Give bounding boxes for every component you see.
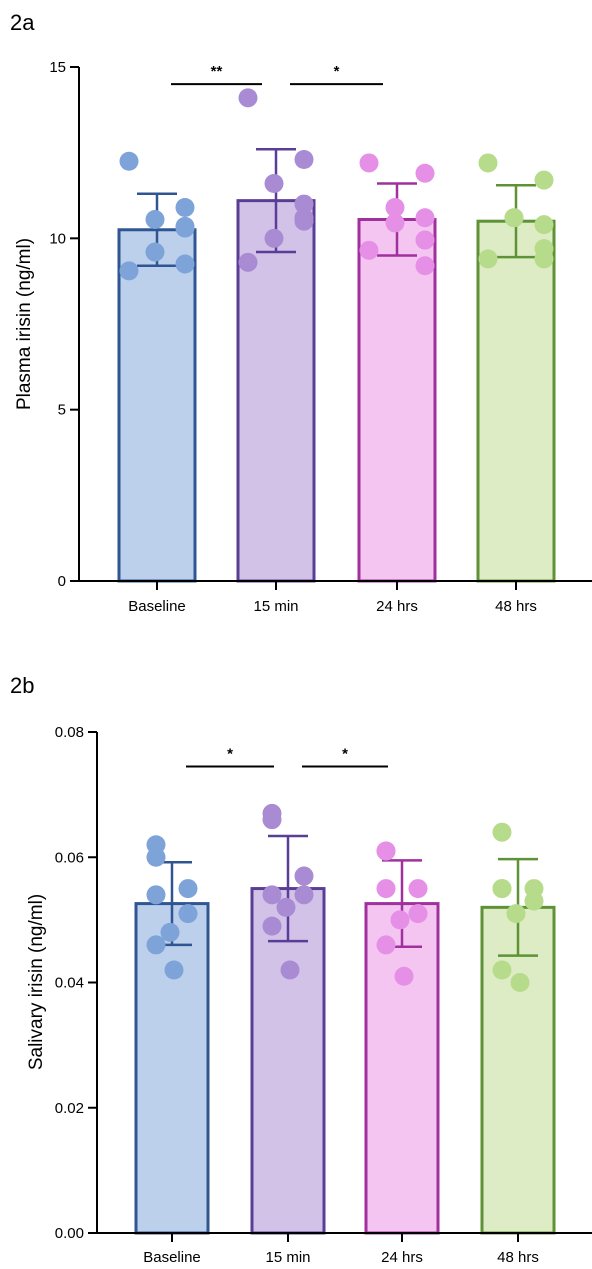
- bar: [476, 219, 556, 583]
- chart-salivary: 2b Salivary irisin (ng/ml) 0.00 0.02 0.04 0.0…: [10, 673, 592, 1266]
- data-point: [394, 966, 414, 986]
- data-point: [175, 254, 195, 274]
- x-tick-label: 48 hrs: [495, 598, 537, 615]
- data-point: [492, 822, 512, 842]
- data-point: [264, 228, 284, 248]
- x-tick-label: 24 hrs: [376, 598, 418, 615]
- data-point: [294, 866, 314, 886]
- data-point: [294, 194, 314, 214]
- data-point: [534, 215, 554, 235]
- x-tick-label: 24 hrs: [381, 1249, 423, 1266]
- data-point: [534, 249, 554, 269]
- data-point: [178, 879, 198, 899]
- bar: [480, 905, 556, 1235]
- significance-label: *: [227, 745, 233, 762]
- data-point: [390, 910, 410, 930]
- y-tick-label: 5: [58, 402, 66, 419]
- data-point: [175, 218, 195, 238]
- data-point: [146, 885, 166, 905]
- data-point: [408, 879, 428, 899]
- y-axis-title: Plasma irisin (ng/ml): [14, 238, 35, 410]
- significance-label: *: [342, 745, 348, 762]
- data-point: [478, 249, 498, 269]
- data-point: [506, 904, 526, 924]
- data-point: [146, 847, 166, 867]
- data-point: [492, 960, 512, 980]
- data-point: [262, 885, 282, 905]
- data-point: [385, 213, 405, 233]
- data-point: [119, 261, 139, 281]
- y-axis-title: Salivary irisin (ng/ml): [26, 894, 47, 1070]
- x-tick-label: 15 min: [265, 1249, 310, 1266]
- x-tick-label: 48 hrs: [497, 1249, 539, 1266]
- data-point: [164, 960, 184, 980]
- data-point: [145, 242, 165, 262]
- x-tick-label: Baseline: [143, 1249, 201, 1266]
- chart-plasma: 2a Plasma irisin (ng/ml) 0 5 10 15 Baseline 15 …: [10, 10, 592, 615]
- data-point: [385, 197, 405, 217]
- panel-label: 2b: [10, 673, 34, 698]
- data-point: [415, 163, 435, 183]
- y-tick-label: 0.04: [55, 975, 84, 992]
- data-point: [119, 151, 139, 171]
- y-tick-label: 0.02: [55, 1100, 84, 1117]
- y-tick-label: 15: [49, 59, 66, 76]
- x-tick-label: Baseline: [128, 598, 186, 615]
- data-point: [524, 891, 544, 911]
- data-point: [264, 174, 284, 194]
- data-point: [376, 935, 396, 955]
- data-point: [145, 209, 165, 229]
- data-point: [376, 879, 396, 899]
- data-point: [408, 904, 428, 924]
- y-tick-label: 10: [49, 230, 66, 247]
- data-point: [478, 153, 498, 173]
- data-point: [160, 922, 180, 942]
- panel-label: 2a: [10, 10, 35, 35]
- data-point: [492, 879, 512, 899]
- data-point: [359, 240, 379, 260]
- x-tick-label: 15 min: [253, 598, 298, 615]
- data-point: [178, 904, 198, 924]
- data-point: [376, 841, 396, 861]
- bar: [134, 902, 210, 1235]
- data-point: [146, 935, 166, 955]
- data-point: [534, 170, 554, 190]
- data-point: [294, 150, 314, 170]
- significance-label: *: [334, 63, 340, 80]
- y-tick-label: 0.06: [55, 849, 84, 866]
- significance-label: **: [211, 63, 223, 80]
- data-point: [359, 153, 379, 173]
- data-point: [276, 897, 296, 917]
- data-point: [294, 211, 314, 231]
- bar: [357, 217, 437, 583]
- data-point: [415, 208, 435, 228]
- data-point: [504, 208, 524, 228]
- y-tick-label: 0.00: [55, 1225, 84, 1242]
- data-point: [415, 256, 435, 276]
- data-point: [175, 197, 195, 217]
- bar: [117, 228, 197, 583]
- y-tick-label: 0.08: [55, 724, 84, 741]
- data-point: [280, 960, 300, 980]
- data-point: [510, 973, 530, 992]
- data-point: [262, 916, 282, 936]
- data-point: [262, 810, 282, 830]
- data-point: [294, 885, 314, 905]
- data-point: [415, 230, 435, 250]
- y-tick-label: 0: [58, 573, 66, 590]
- data-point: [238, 88, 258, 108]
- bar: [364, 902, 440, 1235]
- data-point: [238, 252, 258, 272]
